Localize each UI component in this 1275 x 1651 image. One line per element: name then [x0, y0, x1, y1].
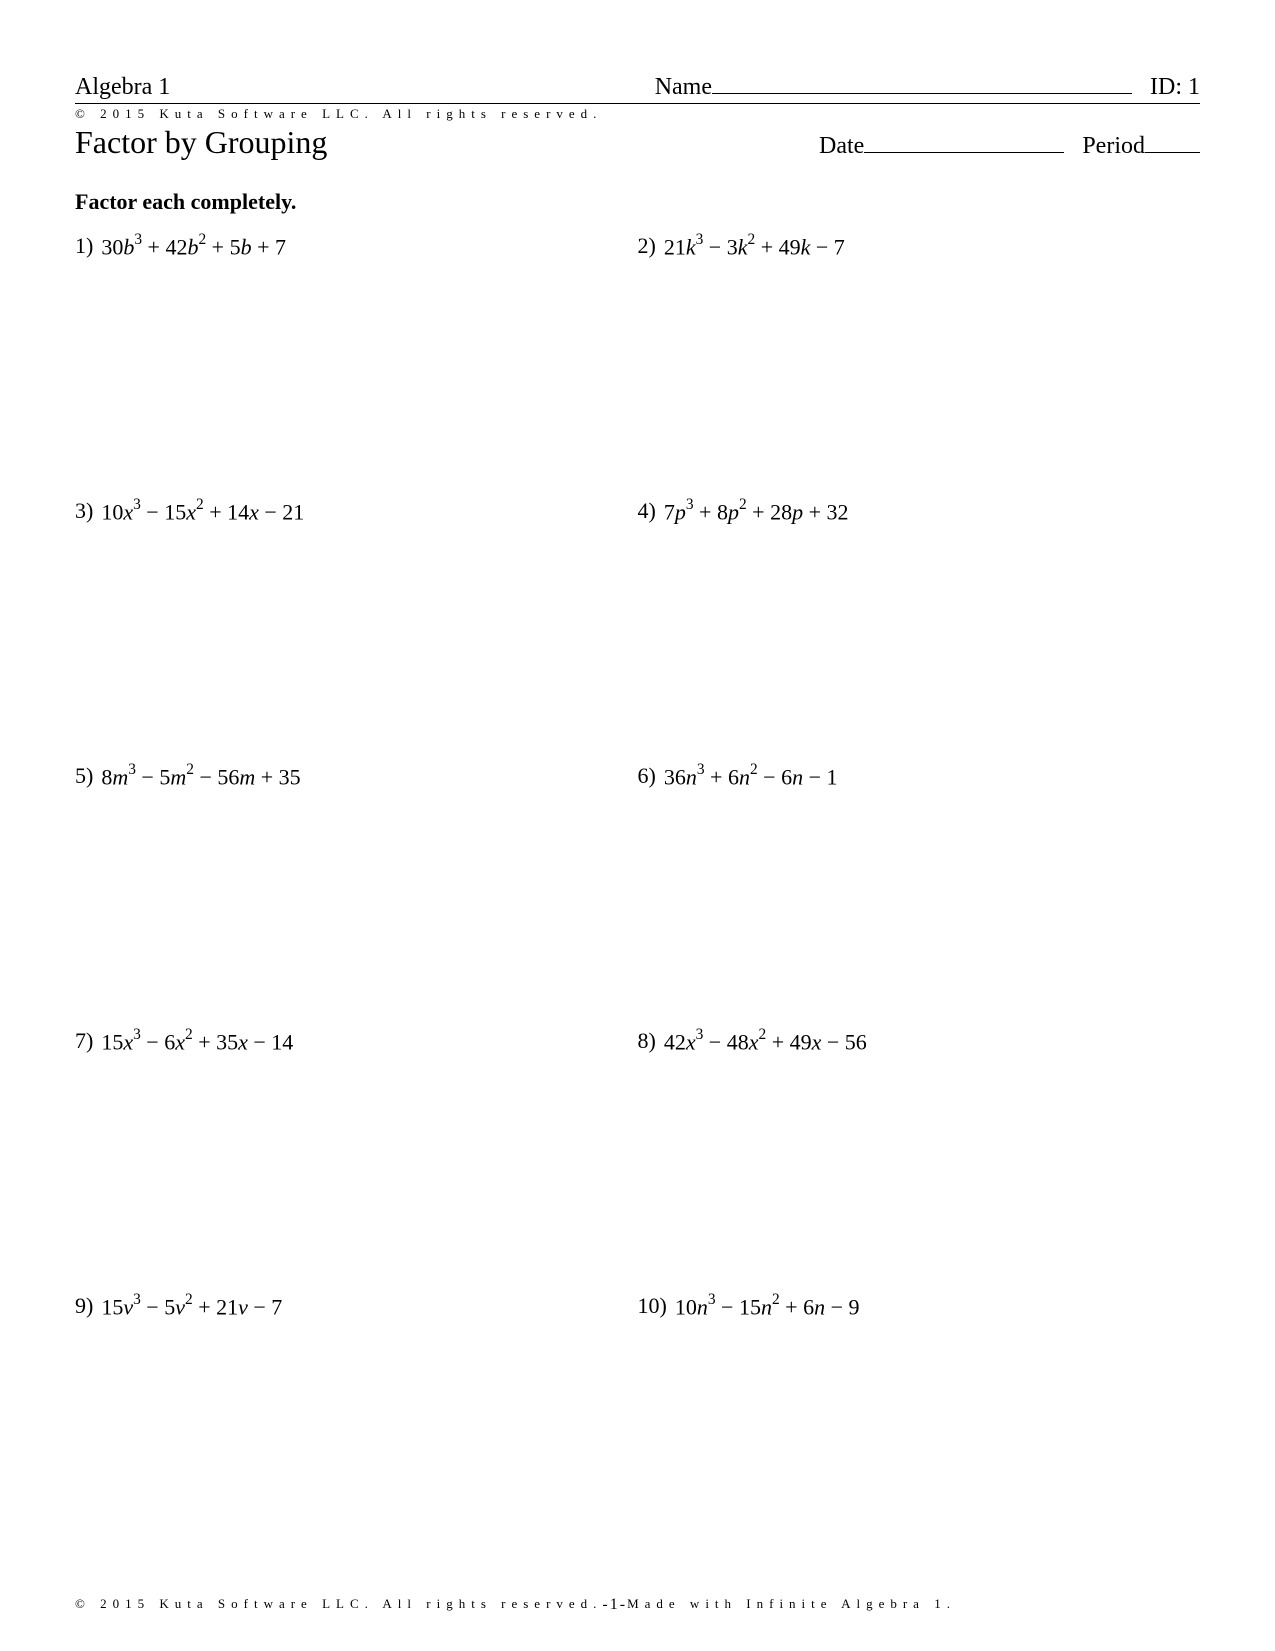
period-label: Period [1082, 133, 1145, 159]
problem-number: 8) [638, 1028, 656, 1054]
problem: 1) 30b3 + 42b2 + 5b + 7 [75, 233, 638, 260]
problem-expression: 15v3 − 5v2 + 21v − 7 [101, 1293, 282, 1320]
problem-number: 1) [75, 233, 93, 259]
period-blank[interactable] [1145, 129, 1200, 153]
problem-number: 9) [75, 1293, 93, 1319]
id-label: ID: 1 [1150, 74, 1200, 100]
problem: 5) 8m3 − 5m2 − 56m + 35 [75, 763, 638, 790]
problem: 8) 42x3 − 48x2 + 49x − 56 [638, 1028, 1201, 1055]
copyright-top: © 2015 Kuta Software LLC. All rights res… [75, 103, 1200, 122]
course-name: Algebra 1 [75, 74, 170, 101]
problem: 2) 21k3 − 3k2 + 49k − 7 [638, 233, 1201, 260]
problem-expression: 42x3 − 48x2 + 49x − 56 [664, 1028, 867, 1055]
problem-number: 4) [638, 498, 656, 524]
date-period-block: Date Period [819, 129, 1200, 160]
problem: 4) 7p3 + 8p2 + 28p + 32 [638, 498, 1201, 525]
problem-number: 3) [75, 498, 93, 524]
worksheet-title: Factor by Grouping [75, 124, 327, 161]
title-row: Factor by Grouping Date Period [75, 124, 1200, 161]
date-blank[interactable] [864, 129, 1064, 153]
page-number: -1- [602, 1596, 627, 1613]
problem: 9) 15v3 − 5v2 + 21v − 7 [75, 1293, 638, 1320]
problem-number: 7) [75, 1028, 93, 1054]
name-id-block: Name ID: 1 [655, 70, 1200, 101]
problem-expression: 8m3 − 5m2 − 56m + 35 [101, 763, 300, 790]
problems-grid: 1) 30b3 + 42b2 + 5b + 7 2) 21k3 − 3k2 + 49k… [75, 233, 1200, 1558]
name-label: Name [655, 74, 712, 100]
problem-number: 6) [638, 763, 656, 789]
problem-row: 7) 15x3 − 6x2 + 35x − 14 8) 42x3 − 48x2 + 4… [75, 1028, 1200, 1293]
problem-row: 3) 10x3 − 15x2 + 14x − 21 4) 7p3 + 8p2 + 28… [75, 498, 1200, 763]
name-blank[interactable] [712, 70, 1132, 94]
problem-number: 10) [638, 1293, 667, 1319]
problem-number: 5) [75, 763, 93, 789]
problem-expression: 7p3 + 8p2 + 28p + 32 [664, 498, 849, 525]
footer-madewith: Made with Infinite Algebra 1. [627, 1596, 956, 1611]
instruction: Factor each completely. [75, 189, 1200, 215]
problem-row: 9) 15v3 − 5v2 + 21v − 7 10) 10n3 − 15n2 + 6… [75, 1293, 1200, 1558]
problem: 7) 15x3 − 6x2 + 35x − 14 [75, 1028, 638, 1055]
problem-expression: 10x3 − 15x2 + 14x − 21 [101, 498, 304, 525]
problem-expression: 30b3 + 42b2 + 5b + 7 [101, 233, 286, 260]
problem: 10) 10n3 − 15n2 + 6n − 9 [638, 1293, 1201, 1320]
problem: 3) 10x3 − 15x2 + 14x − 21 [75, 498, 638, 525]
footer-copyright: © 2015 Kuta Software LLC. All rights res… [75, 1596, 602, 1611]
problem: 6) 36n3 + 6n2 − 6n − 1 [638, 763, 1201, 790]
problem-expression: 36n3 + 6n2 − 6n − 1 [664, 763, 838, 790]
footer: © 2015 Kuta Software LLC. All rights res… [75, 1595, 1200, 1613]
date-label: Date [819, 133, 864, 159]
problem-expression: 21k3 − 3k2 + 49k − 7 [664, 233, 845, 260]
header-row: Algebra 1 Name ID: 1 [75, 70, 1200, 101]
problem-expression: 15x3 − 6x2 + 35x − 14 [101, 1028, 293, 1055]
problem-row: 1) 30b3 + 42b2 + 5b + 7 2) 21k3 − 3k2 + 49k… [75, 233, 1200, 498]
problem-number: 2) [638, 233, 656, 259]
problem-row: 5) 8m3 − 5m2 − 56m + 35 6) 36n3 + 6n2 − 6n … [75, 763, 1200, 1028]
problem-expression: 10n3 − 15n2 + 6n − 9 [675, 1293, 860, 1320]
